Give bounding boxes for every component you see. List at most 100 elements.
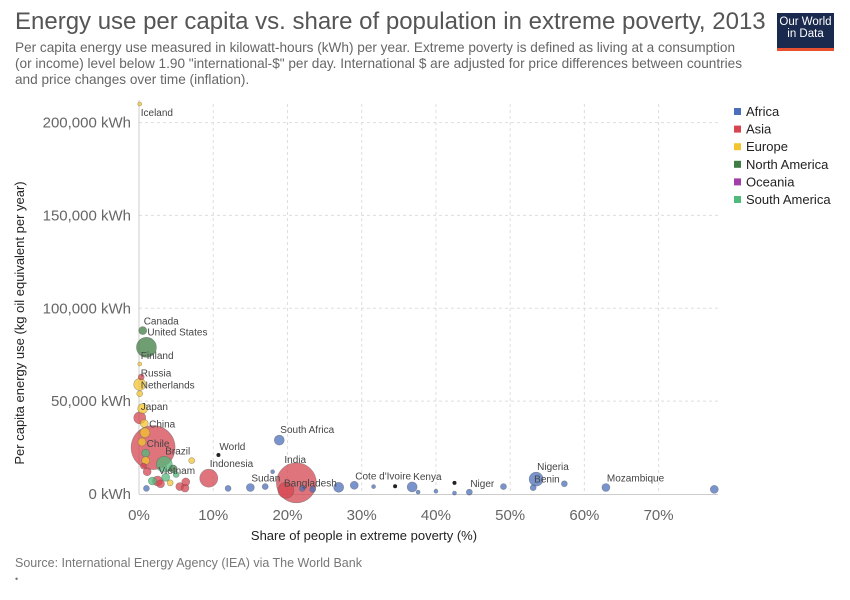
data-point[interactable] [309, 486, 317, 493]
data-point[interactable] [709, 485, 719, 494]
x-tick-label: 20% [272, 507, 302, 524]
data-point[interactable] [168, 464, 178, 474]
legend-swatch [734, 143, 741, 151]
point-label: Niger [470, 479, 495, 490]
data-point-brazil[interactable] [155, 455, 173, 473]
data-point[interactable] [333, 482, 344, 493]
data-point[interactable] [172, 471, 180, 478]
x-tick-label: 0% [128, 507, 150, 524]
data-point[interactable] [143, 485, 150, 492]
data-point-indonesia[interactable] [199, 468, 219, 488]
data-point-cote-d-ivoire[interactable] [349, 480, 359, 490]
point-label: South Africa [280, 425, 334, 436]
logo-line-1: Our World [779, 16, 832, 28]
y-tick-label: 150,000 kWh [43, 207, 131, 224]
point-label: Kenya [413, 472, 442, 483]
data-point[interactable] [452, 490, 457, 496]
legend-label: South America [746, 192, 831, 207]
x-tick-label: 70% [644, 507, 674, 524]
owid-logo[interactable]: Our World in Data [777, 13, 834, 51]
legend-swatch [734, 178, 741, 186]
data-point[interactable] [433, 488, 439, 494]
point-label: China [149, 420, 176, 431]
data-point[interactable] [139, 419, 149, 428]
data-point-chile[interactable] [141, 448, 150, 458]
point-label: India [284, 455, 306, 466]
point-label: Brazil [165, 446, 190, 457]
data-point[interactable] [393, 484, 398, 489]
data-point-benin[interactable] [529, 484, 537, 491]
data-point[interactable] [137, 373, 145, 381]
y-tick-label: 100,000 kWh [43, 300, 131, 317]
y-tick-label: 50,000 kWh [51, 393, 131, 410]
point-label: Iceland [141, 108, 173, 119]
data-point[interactable] [137, 437, 147, 447]
y-axis-ticks: 0 kWh 50,000 kWh 100,000 kWh 150,000 kWh 200… [43, 115, 131, 503]
point-label: Mozambique [607, 474, 665, 485]
source-note: Source: International Energy Agency (IEA… [15, 556, 362, 570]
data-point[interactable] [156, 479, 165, 489]
legend-item-oceania[interactable]: Oceania [734, 174, 795, 189]
grid-lines [139, 104, 718, 495]
data-point[interactable] [415, 489, 421, 495]
point-label: Chile [147, 439, 170, 450]
data-point[interactable] [181, 477, 191, 487]
scatter-chart: 0 kWh 50,000 kWh 100,000 kWh 150,000 kWh 200… [12, 100, 831, 543]
data-point[interactable] [500, 483, 507, 490]
point-label: Benin [534, 475, 560, 486]
data-point[interactable] [224, 485, 232, 492]
data-point-world[interactable] [216, 453, 221, 457]
legend-item-north-america[interactable]: North America [734, 157, 829, 172]
data-point[interactable] [561, 480, 568, 488]
point-label: Canada [144, 317, 179, 328]
data-point[interactable] [261, 483, 269, 490]
legend-label: North America [746, 157, 829, 172]
legend-item-south-america[interactable]: South America [734, 192, 831, 207]
data-point[interactable] [142, 467, 152, 477]
data-point-united-states[interactable] [136, 336, 157, 358]
point-label: Bangladesh [284, 478, 337, 489]
logo-line-2: in Data [787, 28, 824, 40]
data-point-niger[interactable] [466, 488, 473, 496]
data-point-kenya[interactable] [406, 481, 418, 493]
data-point[interactable] [140, 462, 147, 470]
data-point-canada[interactable] [138, 326, 148, 335]
data-point[interactable] [188, 457, 196, 464]
data-point-nigeria[interactable] [528, 471, 544, 487]
data-point[interactable] [270, 469, 275, 475]
data-point-mozambique[interactable] [601, 483, 611, 492]
x-tick-label: 60% [569, 507, 599, 524]
data-point[interactable] [148, 476, 157, 486]
data-point[interactable] [166, 479, 174, 487]
data-point[interactable] [137, 403, 149, 414]
point-label: Cote d'Ivoire [355, 471, 411, 482]
legend-item-asia[interactable]: Asia [734, 122, 772, 137]
x-tick-label: 10% [198, 507, 228, 524]
data-point-bangladesh[interactable] [277, 481, 295, 499]
data-point-netherlands[interactable] [136, 390, 144, 398]
data-point-south-africa[interactable] [273, 434, 285, 446]
data-point-finland[interactable] [137, 361, 143, 367]
data-point[interactable] [452, 480, 457, 485]
legend-item-europe[interactable]: Europe [734, 139, 788, 154]
data-point-sudan[interactable] [246, 483, 255, 492]
data-point[interactable] [161, 472, 171, 482]
point-label: Vietnam [159, 466, 196, 477]
x-tick-label: 40% [421, 507, 451, 524]
legend[interactable]: Africa Asia Europe North America Oceania Sout… [734, 104, 831, 207]
legend-swatch [734, 160, 741, 168]
y-tick-label: 0 kWh [88, 486, 131, 503]
legend-item-africa[interactable]: Africa [734, 104, 780, 119]
y-tick-label: 200,000 kWh [43, 115, 131, 132]
legend-swatch [734, 196, 741, 203]
data-point-iceland[interactable] [137, 101, 143, 107]
chart-subtitle: Per capita energy use measured in kilowa… [15, 40, 743, 87]
logo-accent-bar [777, 48, 834, 51]
data-point[interactable] [139, 427, 151, 439]
data-point[interactable] [371, 484, 376, 489]
chart-title: Energy use per capita vs. share of popul… [15, 8, 766, 35]
legend-label: Africa [746, 104, 780, 119]
data-point[interactable] [299, 485, 306, 492]
point-label: Japan [141, 402, 168, 413]
